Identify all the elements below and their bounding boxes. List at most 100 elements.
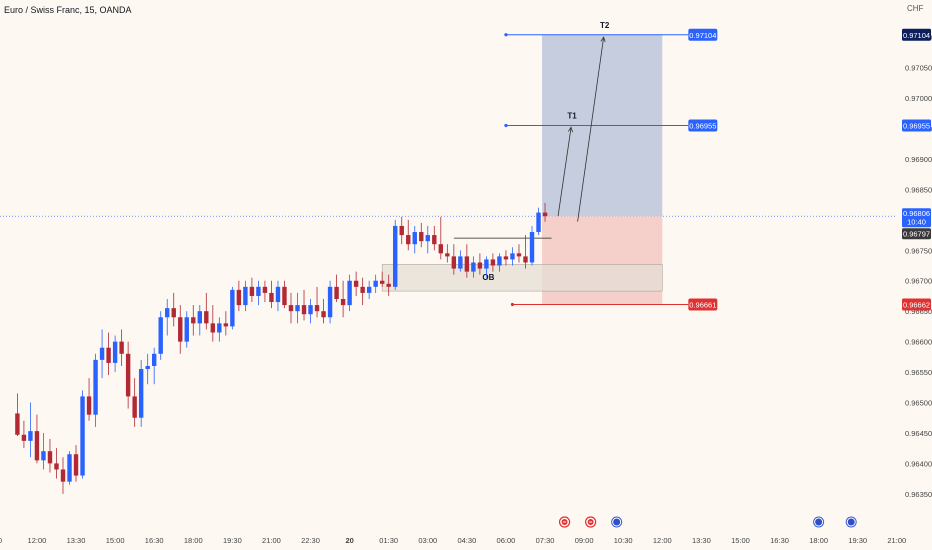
y-tick-label: 0.96650 (905, 307, 932, 316)
x-tick-label: 30 (0, 536, 2, 545)
x-tick-label: 22:30 (301, 536, 320, 545)
y-tick-label: 0.96550 (905, 368, 932, 377)
candle-body (249, 286, 255, 296)
candle-body (458, 256, 463, 269)
candle-body (497, 256, 502, 266)
line-tag-0 (688, 28, 718, 41)
candle (15, 393, 20, 436)
candle-body (158, 317, 163, 354)
x-tick-label: 03:00 (418, 536, 437, 545)
candle (288, 292, 294, 324)
candle (353, 271, 359, 296)
candle (314, 286, 320, 318)
candle-body (393, 225, 398, 287)
candle-body (366, 286, 372, 293)
candle (503, 250, 509, 266)
candle (119, 329, 124, 366)
candle (386, 274, 391, 296)
candle (197, 305, 202, 336)
candle (523, 235, 528, 269)
y-tick-label: 0.96850 (905, 185, 932, 194)
candle-body (151, 353, 157, 366)
candle (432, 225, 437, 251)
candle-body (425, 235, 430, 242)
candle (184, 311, 189, 348)
candle (256, 280, 261, 306)
candle-body (314, 305, 320, 312)
candle-body (262, 286, 268, 293)
candle-body (438, 244, 444, 254)
candle-body (165, 308, 170, 318)
candle (269, 280, 274, 309)
candle (165, 299, 170, 336)
x-tick-label: 21:00 (887, 536, 906, 545)
arrow-label-t2: T2 (600, 21, 610, 30)
candle (217, 317, 222, 342)
candle-body (347, 280, 352, 306)
line-anchor-sl (510, 302, 515, 307)
candle (406, 219, 411, 251)
candle (210, 305, 216, 342)
candle (178, 305, 183, 354)
candle (60, 457, 66, 494)
candle (393, 219, 398, 290)
candle (230, 286, 235, 330)
candle (301, 289, 307, 321)
candle-body (60, 469, 66, 482)
candle-body (301, 305, 307, 315)
candle (145, 353, 150, 385)
candle (47, 439, 53, 473)
candle-body (28, 431, 33, 441)
candle-body (373, 280, 378, 287)
x-tick-label: 01:30 (379, 536, 398, 545)
candle (80, 390, 85, 479)
x-tick-label: 19:30 (223, 536, 242, 545)
candle (471, 256, 476, 278)
candle-body (15, 413, 20, 435)
candle-body (327, 286, 333, 318)
arrow-t1 (557, 127, 572, 217)
arrow-head-t2 (600, 36, 606, 43)
x-tick-label: 13:30 (67, 536, 86, 545)
y-tick-label: 0.97050 (905, 64, 932, 73)
candle (112, 335, 118, 373)
candle (510, 247, 515, 266)
candle (464, 244, 470, 278)
candle-body (145, 365, 150, 370)
candle-body (353, 280, 359, 287)
candle (419, 222, 424, 248)
candle-body (529, 232, 535, 263)
arrow-head-t1 (567, 126, 573, 133)
candle (373, 274, 378, 293)
candle (73, 445, 79, 482)
y-tick-label: 0.96400 (905, 459, 932, 468)
axis-price-tag-0 (902, 28, 931, 41)
candle-body (451, 256, 457, 269)
x-tick-label: 12:00 (28, 536, 47, 545)
candle-body (484, 259, 489, 269)
candle (67, 451, 72, 485)
candle-body (210, 323, 216, 333)
candle (412, 225, 417, 254)
candle-body (223, 323, 229, 327)
arrow-t2 (577, 37, 605, 222)
current-price-text: 0.96806 (903, 209, 930, 218)
candle-body (197, 311, 202, 324)
x-tick-label: 06:00 (497, 536, 516, 545)
x-tick-label: 19:30 (848, 536, 867, 545)
x-tick-label: 10:30 (614, 536, 633, 545)
candle (132, 378, 137, 427)
candle-body (386, 283, 391, 287)
axis-price-tag-2 (902, 298, 931, 311)
candle-body (119, 341, 124, 354)
candle (308, 299, 313, 324)
candle (340, 280, 346, 318)
candle (438, 216, 444, 260)
candle-body (379, 280, 385, 284)
candle-body (419, 232, 424, 242)
y-tick-label: 0.96700 (905, 277, 932, 286)
x-tick-label: 12:00 (653, 536, 672, 545)
candle (86, 378, 92, 421)
candle (425, 225, 430, 254)
